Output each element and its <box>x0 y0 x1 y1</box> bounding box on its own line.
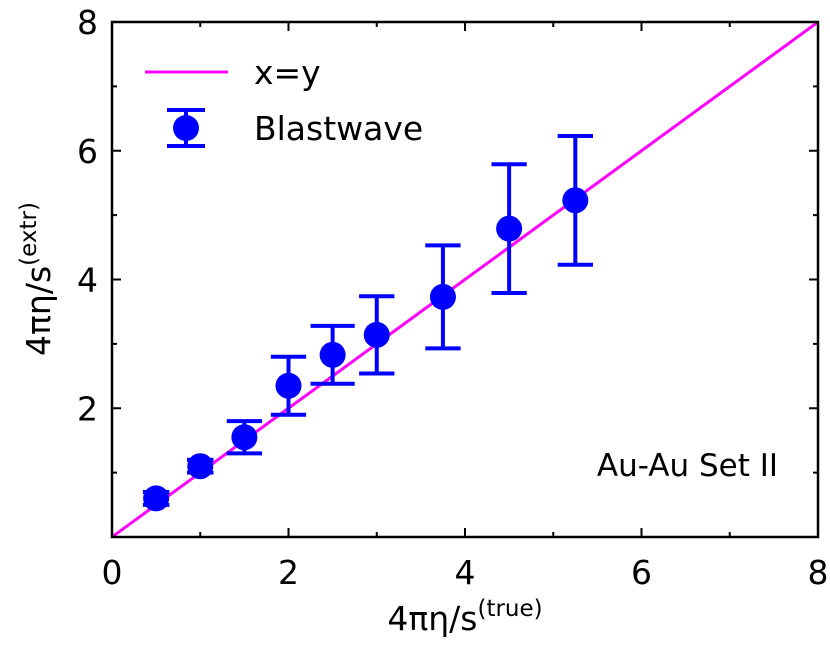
y-tick-label: 6 <box>77 132 98 171</box>
x-tick-label: 6 <box>631 553 652 592</box>
x-tick-label: 0 <box>102 553 123 592</box>
point-marker <box>496 215 523 242</box>
x-tick-label: 8 <box>808 553 829 592</box>
blastwave-series <box>142 133 593 512</box>
data-point <box>310 323 355 386</box>
data-point <box>187 453 214 480</box>
x-tick-label: 2 <box>278 553 299 592</box>
y-tick-label: 2 <box>77 389 98 428</box>
point-marker <box>275 372 302 399</box>
legend: x=y Blastwave <box>145 53 423 148</box>
point-marker <box>143 485 170 512</box>
data-point <box>359 294 395 376</box>
legend-point-swatch <box>167 108 205 148</box>
data-point <box>491 162 527 296</box>
y-axis-label: 4πη/s(extr) <box>16 202 58 356</box>
data-point <box>557 133 593 267</box>
data-point <box>425 243 461 351</box>
reference-line-x-equals-y <box>112 22 818 537</box>
data-point <box>226 419 263 456</box>
point-marker <box>319 341 346 368</box>
legend-label-x-equals-y: x=y <box>254 53 321 92</box>
data-point <box>142 485 170 512</box>
y-tick-label: 4 <box>77 261 98 300</box>
point-marker <box>231 424 258 451</box>
legend-label-blastwave: Blastwave <box>254 109 423 148</box>
axis-ticks: 0 2 4 6 8 2 4 6 8 <box>77 3 829 592</box>
data-point <box>270 354 307 417</box>
point-marker <box>187 453 214 480</box>
point-marker <box>562 187 589 214</box>
point-marker <box>429 283 456 310</box>
dataset-annotation: Au-Au Set II <box>597 448 778 484</box>
legend-marker <box>173 115 199 141</box>
y-tick-label: 8 <box>77 3 98 42</box>
x-axis-label: 4πη/s(true) <box>387 596 542 638</box>
point-marker <box>363 321 390 348</box>
x-tick-label: 4 <box>455 553 476 592</box>
